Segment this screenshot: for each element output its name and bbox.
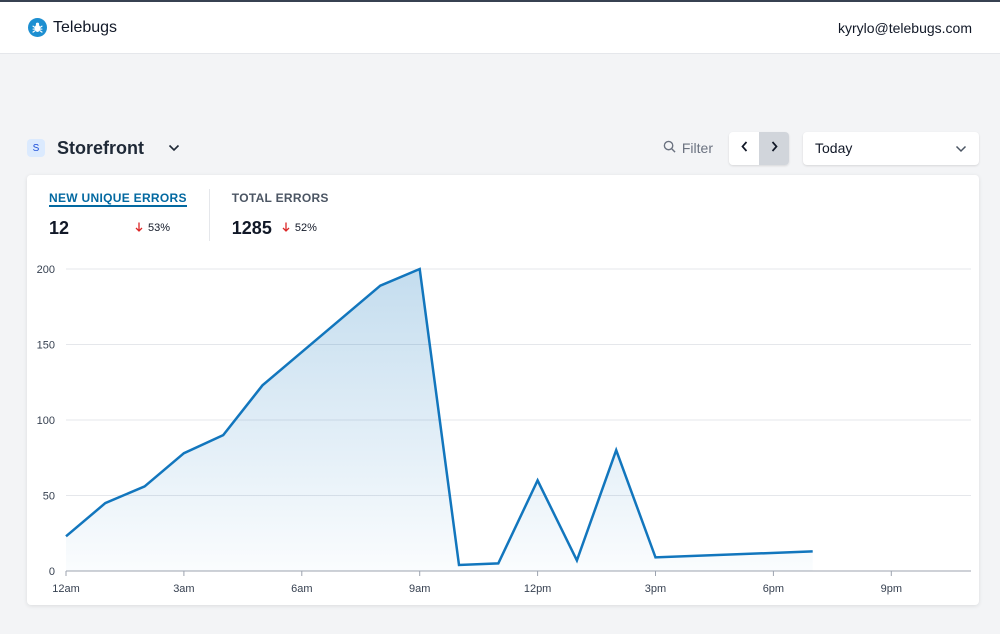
search-icon: [663, 140, 676, 156]
chart-controls: Filter Today: [663, 131, 979, 165]
x-tick-label: 9pm: [881, 583, 902, 595]
stat-new-unique-errors[interactable]: NEW UNIQUE ERRORS 12 53%: [49, 189, 209, 241]
project-name: Storefront: [57, 137, 144, 158]
previous-button[interactable]: [729, 131, 759, 165]
data-point: [811, 549, 815, 553]
arrow-down-icon: [135, 222, 143, 235]
data-point: [261, 383, 265, 387]
data-point: [182, 451, 186, 455]
x-tick-label: 12pm: [524, 583, 552, 595]
stat-label: NEW UNIQUE ERRORS: [49, 191, 187, 207]
chevron-left-icon: [740, 139, 748, 157]
brand-name: Telebugs: [53, 18, 118, 36]
y-tick-label: 50: [43, 491, 55, 503]
stat-value: 12: [49, 217, 70, 238]
errors-chart-card: NEW UNIQUE ERRORS 12 53% TOTAL ERRORS 12…: [27, 175, 979, 605]
chevron-down-icon: [955, 140, 967, 156]
stat-value: 1285: [231, 217, 272, 238]
project-toolbar: S Storefront Filter Today: [27, 131, 979, 165]
bug-logo-icon: [28, 18, 47, 37]
y-tick-label: 0: [49, 566, 55, 578]
project-switcher[interactable]: S Storefront: [27, 138, 180, 159]
y-tick-label: 100: [37, 415, 55, 427]
series-line: [65, 267, 813, 567]
data-point: [418, 267, 422, 271]
x-tick-label: 3am: [173, 583, 194, 595]
x-tick-label: 6pm: [763, 583, 784, 595]
date-range-select[interactable]: Today: [803, 131, 979, 165]
data-point: [575, 558, 579, 562]
stat-label: TOTAL ERRORS: [231, 191, 329, 205]
x-tick-label: 3pm: [645, 583, 666, 595]
chevron-down-icon[interactable]: [168, 144, 180, 152]
stats-summary: NEW UNIQUE ERRORS 12 53% TOTAL ERRORS 12…: [49, 189, 351, 241]
arrow-down-icon: [282, 222, 290, 235]
user-email[interactable]: kyrylo@telebugs.com: [837, 19, 972, 36]
data-point: [64, 534, 68, 538]
y-tick-label: 200: [37, 264, 55, 276]
next-button[interactable]: [759, 131, 789, 165]
data-point: [339, 317, 343, 321]
x-tick-label: 9am: [409, 583, 430, 595]
chevron-right-icon: [771, 139, 778, 157]
errors-area-chart: 0 50 100 150 200 12am 3am 6am 9am 12pm 3pm 6pm 9pm: [37, 264, 971, 595]
data-point: [614, 448, 618, 452]
filter-button[interactable]: Filter: [663, 140, 713, 156]
stat-change-value: 52%: [294, 222, 317, 234]
top-bar: Telebugs kyrylo@telebugs.com: [0, 0, 1000, 54]
data-point: [654, 555, 658, 559]
y-tick-label: 150: [37, 340, 55, 352]
brand[interactable]: Telebugs: [28, 18, 117, 37]
data-point: [496, 561, 500, 565]
data-point: [221, 433, 225, 437]
stat-change: 52%: [282, 222, 317, 235]
data-point: [300, 350, 304, 354]
x-tick-label: 6am: [291, 583, 312, 595]
date-pager: [729, 131, 789, 165]
data-point: [378, 284, 382, 288]
data-point: [536, 478, 540, 482]
data-point: [143, 484, 147, 488]
stat-change-value: 53%: [148, 222, 171, 234]
data-point: [457, 563, 461, 567]
date-range-value: Today: [815, 140, 853, 156]
stat-change: 53%: [135, 222, 170, 235]
stat-total-errors[interactable]: TOTAL ERRORS 1285 52%: [208, 189, 351, 241]
data-point: [103, 501, 107, 505]
x-tick-label: 12am: [52, 583, 80, 595]
project-badge: S: [27, 139, 45, 157]
filter-label: Filter: [681, 140, 713, 156]
